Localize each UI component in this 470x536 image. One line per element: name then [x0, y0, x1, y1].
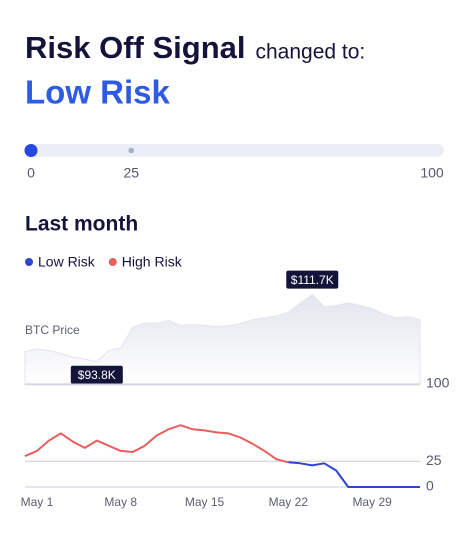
gauge-value: [24, 144, 38, 157]
legend-label: Low Risk: [38, 254, 96, 270]
price-area: [24, 293, 421, 386]
x-tick-label: May 29: [352, 495, 392, 509]
subtitle: changed to:: [255, 41, 365, 64]
y-tick-label: 25: [426, 452, 442, 468]
x-tick-label: May 15: [185, 495, 225, 509]
annotation-box: [286, 270, 339, 289]
legend-dot: [25, 258, 33, 266]
annotation-box: [70, 365, 123, 384]
risk-line: [24, 424, 289, 464]
y-tick-label: 100: [426, 375, 450, 391]
x-tick-label: May 8: [104, 495, 137, 509]
gauge-tick-label: 0: [27, 165, 35, 181]
status: Low Risk: [25, 74, 171, 111]
y-axis-label: BTC Price: [25, 323, 80, 337]
annotation: $111.7K: [291, 273, 334, 287]
legend-label: High Risk: [122, 254, 183, 270]
gauge-tick-label: 25: [123, 165, 139, 181]
gauge-tick-label: 100: [420, 165, 444, 181]
gauge-track: [25, 144, 444, 157]
y-tick-label: 0: [426, 478, 434, 494]
x-tick-label: May 22: [269, 495, 309, 509]
gauge-tick: [128, 147, 135, 154]
annotation: $93.8K: [78, 368, 116, 382]
x-tick-label: May 1: [21, 495, 54, 509]
section-title: Last month: [25, 213, 138, 236]
legend-dot: [108, 258, 117, 266]
title: Risk Off Signal: [25, 30, 245, 65]
risk-line: [288, 461, 420, 488]
